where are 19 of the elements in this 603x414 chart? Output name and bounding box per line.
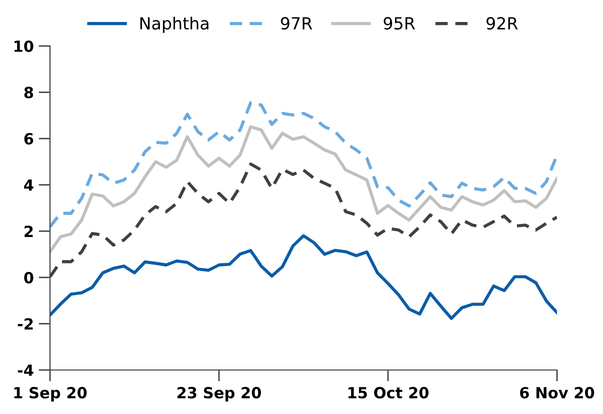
x-tick-label: 6 Nov 20	[520, 386, 594, 398]
y-tick-label: 8	[24, 86, 34, 98]
y-tick-label: 6	[24, 133, 34, 145]
line-series	[50, 125, 557, 254]
x-tick-label: 15 Oct 20	[348, 386, 429, 398]
y-tick-label: -2	[18, 318, 33, 330]
y-tick-label: 0	[24, 272, 34, 284]
x-tick-label: 23 Sep 20	[177, 386, 261, 402]
y-tick-label: 2	[24, 226, 33, 237]
legend-label: Naphtha	[140, 16, 208, 33]
line-series	[50, 234, 557, 320]
legend-label: 95R	[384, 17, 415, 30]
legend-label: 92R	[486, 17, 518, 30]
y-tick-label: 10	[14, 40, 34, 52]
y-tick-label: -4	[18, 364, 34, 376]
legend-label: 97R	[280, 17, 312, 30]
y-tick-label: 4	[24, 180, 34, 191]
x-tick-label: 1 Sep 20	[14, 386, 87, 402]
line-series	[50, 101, 557, 228]
